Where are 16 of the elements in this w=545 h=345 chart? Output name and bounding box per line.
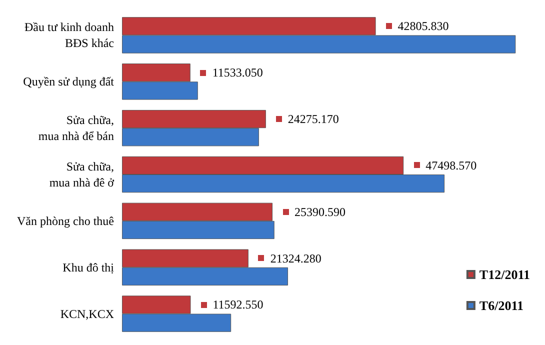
y-tick-label: KCN,KCX xyxy=(60,306,114,321)
y-tick-label: Đầu tư kinh doanh BĐS khác xyxy=(24,20,114,50)
data-label: 24275.170 xyxy=(288,112,339,126)
y-tick-label: Văn phòng cho thuê xyxy=(17,214,114,228)
legend-label: T6/2011 xyxy=(479,298,524,313)
y-tick-label: Sửa chữa, mua nhà đê ở xyxy=(49,160,115,190)
data-label: 11592.550 xyxy=(212,298,264,312)
legend-label: T12/2011 xyxy=(479,267,530,282)
data-label: 42805.830 xyxy=(398,19,449,34)
data-label: 25390.590 xyxy=(294,204,346,219)
data-label: 47498.570 xyxy=(426,158,477,172)
y-tick-label: Khu đô thị xyxy=(62,260,115,274)
y-tick-label: Sửa chữa, mua nhà để bán xyxy=(38,113,114,144)
data-label: 11533.050 xyxy=(212,66,263,80)
y-tick-label: Quyền sử dụng đất xyxy=(23,74,115,89)
data-label: 21324.280 xyxy=(270,251,322,266)
